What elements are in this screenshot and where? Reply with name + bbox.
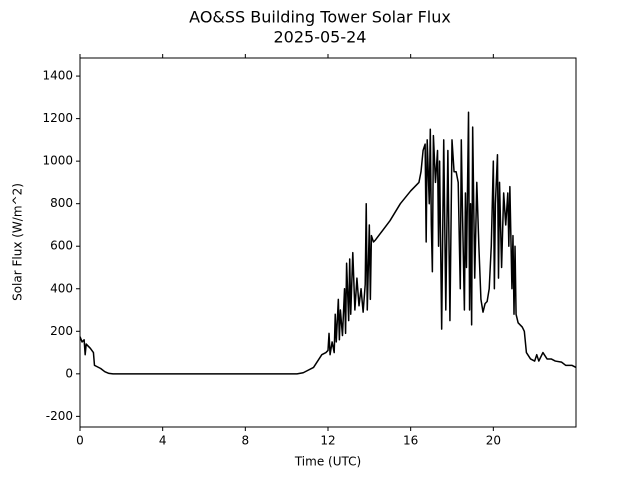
x-tick-label: 20 — [486, 434, 501, 448]
x-tick-label: 4 — [159, 434, 167, 448]
y-tick-label: 800 — [50, 196, 73, 210]
chart-title: AO&SS Building Tower Solar Flux — [189, 8, 451, 27]
y-tick-label: 0 — [65, 366, 73, 380]
y-tick-label: 1000 — [42, 154, 73, 168]
x-tick-label: 8 — [242, 434, 250, 448]
y-tick-label: 400 — [50, 281, 73, 295]
plot-frame — [79, 57, 577, 428]
y-tick-label: 600 — [50, 239, 73, 253]
y-axis-label: Solar Flux (W/m^2) — [11, 183, 25, 301]
y-tick-label: 200 — [50, 324, 73, 338]
y-tick-label: -200 — [46, 409, 73, 423]
x-tick-label: 0 — [76, 434, 84, 448]
y-tick-label: 1400 — [42, 69, 73, 83]
x-tick-label: 16 — [403, 434, 418, 448]
y-tick-label: 1200 — [42, 111, 73, 125]
x-tick-label: 12 — [320, 434, 335, 448]
flux-line — [79, 111, 577, 375]
x-axis-label: Time (UTC) — [294, 455, 361, 469]
chart-subtitle: 2025-05-24 — [274, 28, 367, 47]
